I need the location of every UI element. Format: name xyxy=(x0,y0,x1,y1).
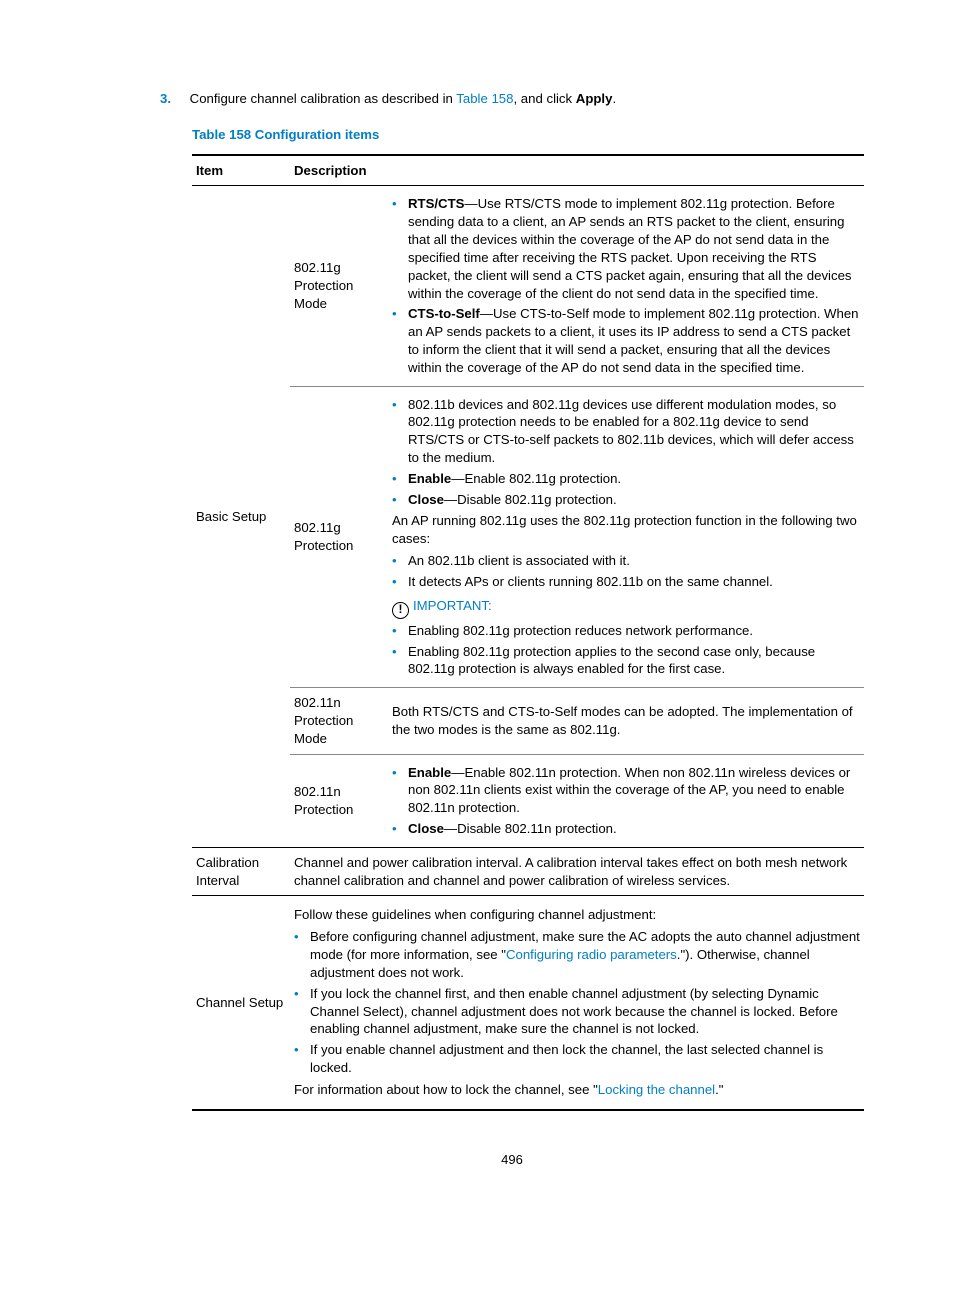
step-text-prefix: Configure channel calibration as describ… xyxy=(190,91,457,106)
bullet-channel-2: If you lock the channel first, and then … xyxy=(294,985,860,1038)
cell-channel-desc: Follow these guidelines when configuring… xyxy=(290,896,864,1110)
bullet-important2: Enabling 802.11g protection applies to t… xyxy=(392,643,860,679)
bullet-case2: It detects APs or clients running 802.11… xyxy=(392,573,860,591)
link-radio-params[interactable]: Configuring radio parameters xyxy=(506,947,677,962)
sub-desc-80211g-protection: 802.11b devices and 802.11g devices use … xyxy=(388,386,864,688)
cell-channel-label: Channel Setup xyxy=(192,896,290,1110)
channel-outro: For information about how to lock the ch… xyxy=(294,1081,860,1099)
bullet-enable-n: Enable—Enable 802.11n protection. When n… xyxy=(392,764,860,817)
sub-desc-80211n-protection: Enable—Enable 802.11n protection. When n… xyxy=(388,754,864,847)
row-channel-setup: Channel Setup Follow these guidelines wh… xyxy=(192,896,864,1110)
table-title: Table 158 Configuration items xyxy=(192,126,864,144)
bullet-channel-1: Before configuring channel adjustment, m… xyxy=(294,928,860,981)
configuration-table: Item Description Basic Setup 802.11g Pro… xyxy=(192,154,864,1111)
subrow-80211g-mode: 802.11g Protection Mode RTS/CTS—Use RTS/… xyxy=(290,186,864,386)
bullet-case1: An 802.11b client is associated with it. xyxy=(392,552,860,570)
bullet-channel-3: If you enable channel adjustment and the… xyxy=(294,1041,860,1077)
step-line: 3. Configure channel calibration as desc… xyxy=(160,90,864,108)
channel-intro: Follow these guidelines when configuring… xyxy=(294,906,860,924)
cell-basic-setup-subtable: 802.11g Protection Mode RTS/CTS—Use RTS/… xyxy=(290,186,864,847)
bullet-enable-g: Enable—Enable 802.11g protection. xyxy=(392,470,860,488)
cell-calibration-label: Calibration Interval xyxy=(192,847,290,896)
important-icon: ! xyxy=(392,602,409,619)
step-number: 3. xyxy=(160,90,186,108)
subrow-80211n-mode: 802.11n Protection Mode Both RTS/CTS and… xyxy=(290,688,864,754)
bullet-close-g: Close—Disable 802.11g protection. xyxy=(392,491,860,509)
sub-desc-80211n-mode: Both RTS/CTS and CTS-to-Self modes can b… xyxy=(388,688,864,754)
bullet-cts-to-self: CTS-to-Self—Use CTS-to-Self mode to impl… xyxy=(392,305,860,376)
step-text-mid: , and click xyxy=(513,91,575,106)
bullet-rts-cts: RTS/CTS—Use RTS/CTS mode to implement 80… xyxy=(392,195,860,302)
apply-bold: Apply xyxy=(576,91,613,106)
page-number: 496 xyxy=(160,1151,864,1169)
header-description: Description xyxy=(290,155,864,186)
sub-label-80211n-mode: 802.11n Protection Mode xyxy=(290,688,388,754)
step-text-suffix: . xyxy=(612,91,616,106)
subrow-80211g-protection: 802.11g Protection 802.11b devices and 8… xyxy=(290,386,864,688)
sub-label-80211n-protection: 802.11n Protection xyxy=(290,754,388,847)
sub-label-80211g-protection: 802.11g Protection xyxy=(290,386,388,688)
bullet-close-n: Close—Disable 802.11n protection. xyxy=(392,820,860,838)
row-basic-setup: Basic Setup 802.11g Protection Mode RTS/… xyxy=(192,186,864,847)
subrow-80211n-protection: 802.11n Protection Enable—Enable 802.11n… xyxy=(290,754,864,847)
sub-label-80211g-mode: 802.11g Protection Mode xyxy=(290,186,388,386)
bullet-important1: Enabling 802.11g protection reduces netw… xyxy=(392,622,860,640)
link-locking-channel[interactable]: Locking the channel xyxy=(598,1082,715,1097)
important-label: !IMPORTANT: xyxy=(392,597,860,619)
cell-calibration-desc: Channel and power calibration interval. … xyxy=(290,847,864,896)
cases-intro: An AP running 802.11g uses the 802.11g p… xyxy=(392,512,860,548)
row-calibration-interval: Calibration Interval Channel and power c… xyxy=(192,847,864,896)
header-item: Item xyxy=(192,155,290,186)
cell-basic-setup-label: Basic Setup xyxy=(192,186,290,847)
sub-desc-80211g-mode: RTS/CTS—Use RTS/CTS mode to implement 80… xyxy=(388,186,864,386)
table-ref-link[interactable]: Table 158 xyxy=(456,91,513,106)
bullet-modulation: 802.11b devices and 802.11g devices use … xyxy=(392,396,860,467)
